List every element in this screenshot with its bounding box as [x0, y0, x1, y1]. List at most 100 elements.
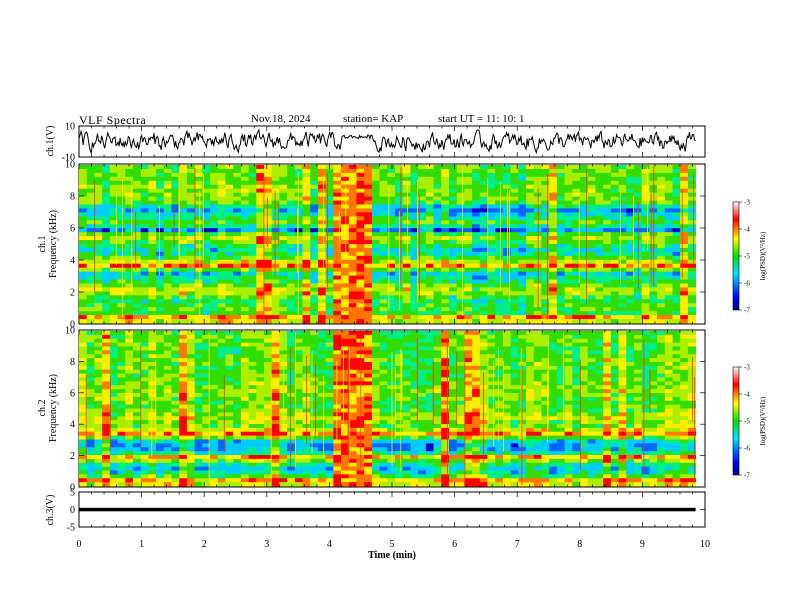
spectrogram-cell: [294, 247, 303, 253]
spectrogram-cell: [556, 208, 565, 213]
spectrogram-cell: [156, 259, 165, 265]
spectrogram-cell: [317, 228, 327, 233]
spectrogram-cell: [456, 168, 465, 174]
spectrogram-cell: [348, 271, 357, 276]
spectrogram-cell: [186, 393, 196, 398]
spectrogram-cell: [132, 216, 142, 221]
spectrogram-cell: [240, 334, 249, 340]
spectrogram-cell: [132, 354, 142, 359]
spectrogram-cell: [102, 188, 111, 194]
spectrogram-cell: [217, 303, 226, 308]
spectrogram-cell: [317, 192, 327, 197]
spectrogram-cell: [603, 172, 612, 178]
spectrogram-cell: [595, 354, 604, 359]
spectrogram-cell: [379, 196, 388, 201]
spectrogram-cell: [240, 204, 249, 209]
spectrogram-cell: [217, 267, 226, 273]
spectrogram-cell: [603, 236, 612, 241]
spectrogram-cell: [641, 279, 650, 284]
spectrogram-cell: [510, 319, 519, 324]
spectrogram-cell: [402, 279, 411, 284]
spectrogram-cell: [202, 263, 211, 269]
spectrogram-cell: [179, 400, 188, 406]
spectrogram-cell: [672, 220, 681, 225]
spectrogram-cell: [633, 404, 643, 409]
spectrogram-cell: [240, 373, 249, 378]
spectrogram-cell: [317, 373, 327, 378]
spectrogram-cell: [194, 224, 203, 229]
spectrogram-cell: [248, 251, 257, 257]
spectrogram-cell: [672, 267, 681, 273]
spectrogram-cell: [526, 267, 535, 273]
spectrogram-cell: [140, 400, 149, 406]
spectrogram-cell: [487, 400, 496, 406]
spectrogram-cell: [410, 251, 419, 257]
spectrogram-cell: [79, 220, 88, 225]
spectrogram-cell: [425, 271, 434, 276]
spectrogram-cell: [271, 393, 280, 398]
spectrogram-cell: [464, 263, 473, 269]
spectrogram-cell: [448, 240, 458, 245]
spectrogram-cell: [333, 381, 342, 386]
spectrogram-cell: [341, 279, 350, 284]
spectrogram-cell: [379, 263, 388, 269]
spectrogram-cell: [325, 404, 334, 409]
spectrogram-cell: [626, 393, 635, 398]
spectrogram-cell: [179, 228, 188, 233]
spectrogram-cell: [402, 196, 411, 201]
spectrogram-cell: [664, 365, 673, 371]
spectrogram-cell: [633, 346, 643, 351]
spectrogram-cell: [132, 287, 142, 292]
spectrogram-cell: [109, 412, 118, 417]
spectrogram-cell: [364, 408, 373, 413]
spectrogram-cell: [603, 381, 612, 386]
spectrogram-cell: [125, 400, 134, 406]
spectrogram-cell: [672, 216, 681, 221]
spectrogram-cell: [364, 200, 373, 205]
spectrogram-cell: [387, 295, 396, 300]
spectrogram-cell: [117, 354, 126, 359]
spectrogram-cell: [395, 311, 404, 316]
spectrogram-cell: [587, 291, 596, 296]
spectrogram-cell: [549, 334, 558, 340]
spectrogram-cell: [680, 299, 689, 304]
spectrogram-cell: [194, 404, 203, 409]
spectrogram-cell: [163, 373, 172, 378]
spectrogram-cell: [225, 216, 234, 221]
spectrogram-cell: [371, 346, 380, 351]
spectrogram-cell: [464, 369, 473, 375]
spectrogram-cell: [495, 369, 504, 375]
spectrogram-cell: [580, 283, 589, 288]
spectrogram-cell: [410, 389, 419, 394]
spectrogram-cell: [240, 232, 249, 237]
spectrogram-cell: [418, 247, 427, 253]
spectrogram-cell: [495, 279, 504, 284]
spectrogram-cell: [556, 311, 565, 316]
spectrogram-cell: [248, 196, 257, 201]
spectrogram-cell: [210, 346, 219, 351]
spectrogram-cell: [510, 247, 519, 253]
spectrogram-cell: [225, 165, 234, 170]
spectrogram-cell: [456, 263, 465, 269]
spectrogram-cell: [510, 200, 519, 205]
spectrogram-cell: [379, 319, 388, 324]
spectrogram-cell: [294, 168, 303, 174]
spectrogram-cell: [687, 180, 697, 186]
spectrogram-cell: [256, 180, 265, 186]
spectrogram-cell: [217, 275, 226, 280]
spectrogram-cell: [348, 259, 357, 265]
spectrogram-cell: [418, 204, 427, 209]
spectrogram-cell: [287, 358, 296, 363]
spectrogram-cell: [633, 311, 643, 316]
spectrogram-cell: [580, 377, 589, 382]
spectrogram-cell: [456, 299, 465, 304]
spectrogram-cell: [502, 208, 512, 213]
spectrogram-cell: [402, 232, 411, 237]
spectrogram-cell: [633, 393, 643, 398]
spectrogram-cell: [680, 408, 689, 413]
spectrogram-cell: [148, 224, 157, 229]
spectrogram-cell: [610, 342, 619, 347]
spectrogram-cell: [310, 342, 319, 347]
spectrogram-cell: [348, 279, 357, 284]
spectrogram-cell: [387, 283, 396, 288]
